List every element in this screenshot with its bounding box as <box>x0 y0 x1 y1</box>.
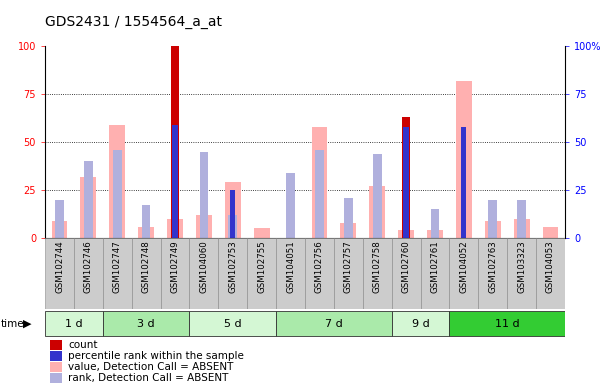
Bar <box>334 238 363 309</box>
Bar <box>286 173 295 238</box>
Bar <box>315 150 324 238</box>
Bar <box>160 238 189 309</box>
Text: GSM104052: GSM104052 <box>459 240 468 293</box>
Bar <box>50 341 62 350</box>
Bar <box>55 200 64 238</box>
Bar <box>52 221 67 238</box>
Text: GSM102755: GSM102755 <box>257 240 266 293</box>
Bar <box>450 311 565 336</box>
Bar <box>373 154 382 238</box>
Text: GSM102746: GSM102746 <box>84 240 93 293</box>
Bar <box>254 228 270 238</box>
Text: GSM102761: GSM102761 <box>430 240 439 293</box>
Text: 11 d: 11 d <box>495 318 519 329</box>
Text: ▶: ▶ <box>23 318 31 329</box>
Text: GSM104053: GSM104053 <box>546 240 555 293</box>
Bar <box>103 311 189 336</box>
Text: 1 d: 1 d <box>65 318 83 329</box>
Text: 5 d: 5 d <box>224 318 242 329</box>
Bar <box>74 238 103 309</box>
Bar <box>543 227 558 238</box>
Text: 9 d: 9 d <box>412 318 429 329</box>
Bar <box>200 152 209 238</box>
Bar <box>225 182 241 238</box>
Bar <box>189 311 276 336</box>
Bar <box>50 351 62 361</box>
Bar <box>189 238 218 309</box>
Text: GSM102763: GSM102763 <box>488 240 497 293</box>
Bar <box>276 238 305 309</box>
Text: GDS2431 / 1554564_a_at: GDS2431 / 1554564_a_at <box>45 15 222 29</box>
Text: rank, Detection Call = ABSENT: rank, Detection Call = ABSENT <box>68 373 228 383</box>
Text: 7 d: 7 d <box>325 318 343 329</box>
Text: count: count <box>68 340 97 350</box>
Bar <box>485 221 501 238</box>
Bar <box>456 81 472 238</box>
Text: GSM102749: GSM102749 <box>171 240 180 293</box>
Bar <box>228 215 237 238</box>
Text: GSM102748: GSM102748 <box>142 240 151 293</box>
Bar <box>84 161 93 238</box>
Bar <box>401 117 410 238</box>
Bar <box>276 311 392 336</box>
Bar <box>45 311 103 336</box>
Bar <box>171 46 179 238</box>
Bar <box>340 223 356 238</box>
Bar <box>392 311 450 336</box>
Bar <box>369 186 385 238</box>
Bar <box>344 198 353 238</box>
Bar <box>431 209 439 238</box>
Text: GSM102747: GSM102747 <box>113 240 122 293</box>
Bar <box>50 373 62 383</box>
Bar <box>305 238 334 309</box>
Text: GSM102758: GSM102758 <box>373 240 382 293</box>
Bar <box>450 238 478 309</box>
Text: GSM102757: GSM102757 <box>344 240 353 293</box>
Bar <box>138 227 154 238</box>
Bar <box>421 238 450 309</box>
Text: percentile rank within the sample: percentile rank within the sample <box>68 351 244 361</box>
Bar <box>142 205 150 238</box>
Text: time: time <box>1 318 24 329</box>
Bar <box>103 238 132 309</box>
Bar <box>196 215 212 238</box>
Bar <box>81 177 96 238</box>
Text: GSM102753: GSM102753 <box>228 240 237 293</box>
Text: GSM102756: GSM102756 <box>315 240 324 293</box>
Text: value, Detection Call = ABSENT: value, Detection Call = ABSENT <box>68 362 233 372</box>
Bar <box>517 200 526 238</box>
Text: GSM104060: GSM104060 <box>200 240 209 293</box>
Bar <box>172 125 178 238</box>
Bar <box>514 219 529 238</box>
Bar <box>489 200 497 238</box>
Text: GSM103323: GSM103323 <box>517 240 526 293</box>
Bar <box>536 238 565 309</box>
Bar <box>403 127 409 238</box>
Bar <box>50 362 62 372</box>
Text: 3 d: 3 d <box>138 318 155 329</box>
Text: GSM102744: GSM102744 <box>55 240 64 293</box>
Bar <box>507 238 536 309</box>
Bar <box>392 238 421 309</box>
Bar <box>363 238 392 309</box>
Bar <box>461 127 466 238</box>
Bar <box>109 125 125 238</box>
Bar <box>478 238 507 309</box>
Bar <box>45 238 74 309</box>
Text: GSM104051: GSM104051 <box>286 240 295 293</box>
Bar <box>311 127 328 238</box>
Bar <box>113 150 121 238</box>
Bar <box>247 238 276 309</box>
Bar <box>427 230 443 238</box>
Bar <box>398 230 414 238</box>
Bar <box>132 238 160 309</box>
Bar <box>167 219 183 238</box>
Text: GSM102760: GSM102760 <box>401 240 410 293</box>
Bar <box>218 238 247 309</box>
Bar <box>230 190 236 238</box>
